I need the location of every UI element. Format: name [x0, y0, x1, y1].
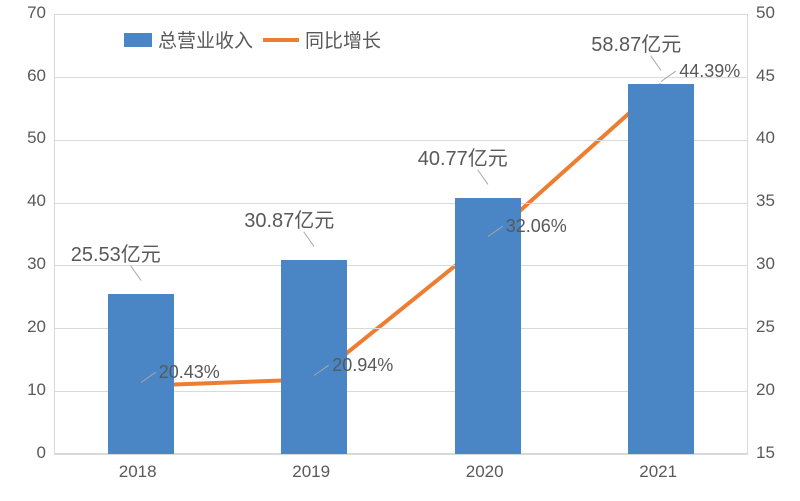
- y-right-tick-label: 40: [756, 128, 775, 148]
- gridline: [54, 454, 748, 455]
- plot-area: [54, 14, 748, 454]
- x-tick-label: 2020: [466, 462, 504, 482]
- bar: [628, 84, 694, 454]
- y-left-tick-label: 30: [27, 254, 46, 274]
- x-tick-label: 2021: [639, 462, 677, 482]
- legend: 总营业收入 同比增长: [124, 26, 381, 53]
- y-left-tick-label: 10: [27, 380, 46, 400]
- legend-item-line: 同比增长: [263, 26, 381, 53]
- y-left-tick-label: 50: [27, 128, 46, 148]
- legend-item-bar: 总营业收入: [124, 26, 253, 53]
- bar-data-label: 25.53亿元: [71, 238, 161, 267]
- y-right-tick-label: 45: [756, 66, 775, 86]
- bar-data-label: 58.87亿元: [591, 28, 681, 57]
- y-right-tick-label: 30: [756, 254, 775, 274]
- x-tick-label: 2018: [119, 462, 157, 482]
- line-data-label: 20.94%: [332, 355, 393, 376]
- y-left-tick-label: 0: [37, 443, 46, 463]
- y-left-tick-label: 40: [27, 191, 46, 211]
- bar-data-label: 40.77亿元: [418, 142, 508, 171]
- gridline: [54, 77, 748, 78]
- legend-swatch-line: [263, 38, 299, 42]
- y-right-tick-label: 20: [756, 380, 775, 400]
- revenue-growth-chart: 总营业收入 同比增长 0 10 20 30 40 50 60 70 15 20 25 30 35 40 45…: [0, 0, 800, 501]
- bar-data-label: 30.87亿元: [244, 204, 334, 233]
- legend-label-bar: 总营业收入: [158, 26, 253, 53]
- line-data-label: 20.43%: [159, 362, 220, 383]
- x-tick-label: 2019: [292, 462, 330, 482]
- y-left-tick-label: 60: [27, 66, 46, 86]
- line-data-label: 44.39%: [679, 61, 740, 82]
- legend-label-line: 同比增长: [305, 26, 381, 53]
- legend-swatch-bar: [124, 33, 152, 47]
- y-right-tick-label: 35: [756, 191, 775, 211]
- y-left-tick-label: 70: [27, 3, 46, 23]
- y-left-tick-label: 20: [27, 317, 46, 337]
- line-data-label: 32.06%: [506, 216, 567, 237]
- line-series-path: [141, 85, 662, 386]
- y-right-tick-label: 15: [756, 443, 775, 463]
- y-right-tick-label: 25: [756, 317, 775, 337]
- y-right-tick-label: 50: [756, 3, 775, 23]
- gridline: [54, 14, 748, 15]
